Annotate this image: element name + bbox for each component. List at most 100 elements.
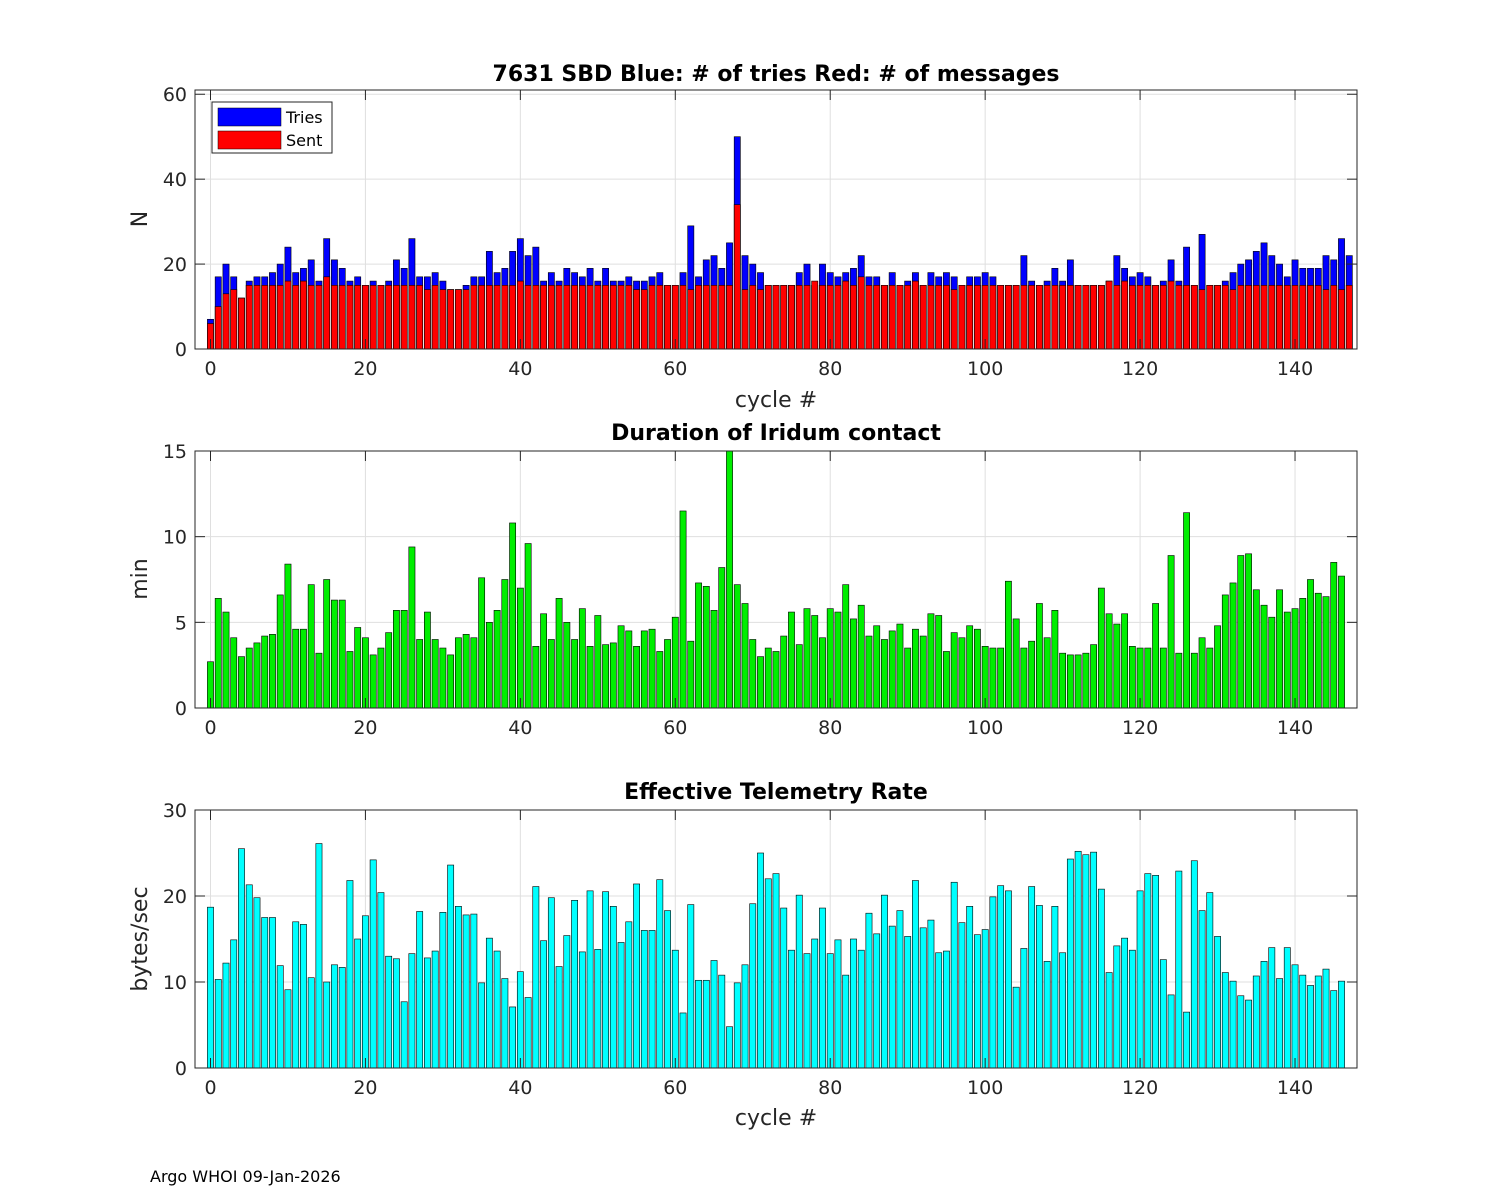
x-tick-label: 40	[508, 358, 532, 380]
chart-title: 7631 SBD Blue: # of tries Red: # of mess…	[493, 62, 1060, 87]
bar-sent-116	[1105, 280, 1113, 350]
bar-duration-21	[369, 654, 377, 709]
bar-duration-111	[1066, 654, 1074, 709]
bar-duration-15	[323, 579, 331, 709]
bar-duration-58	[656, 651, 664, 709]
y-axis-label: min	[128, 558, 153, 600]
bar-duration-42	[532, 646, 540, 709]
bar-duration-134	[1245, 553, 1252, 709]
bar-sent-75	[788, 285, 795, 350]
bar-sent-99	[974, 285, 981, 350]
bar-duration-34	[470, 637, 478, 709]
bar-rate-15	[323, 981, 331, 1069]
bar-sent-125	[1175, 285, 1183, 350]
bar-duration-127	[1190, 652, 1198, 709]
y-tick-label: 0	[175, 698, 187, 720]
bar-duration-122	[1152, 603, 1159, 709]
bar-rate-75	[788, 949, 795, 1069]
bar-duration-135	[1252, 589, 1260, 709]
chart-title: Duration of Iridum contact	[611, 421, 941, 446]
bar-sent-108	[1043, 285, 1051, 350]
bar-rate-106	[1028, 886, 1036, 1069]
y-tick-label: 20	[163, 886, 187, 908]
bar-duration-145	[1330, 562, 1338, 709]
bar-rate-126	[1183, 1011, 1190, 1069]
bar-rate-59	[664, 910, 671, 1069]
bar-duration-51	[602, 644, 609, 709]
bar-rate-87	[881, 894, 888, 1069]
bar-rate-55	[633, 883, 640, 1069]
bar-duration-119	[1128, 646, 1136, 709]
bar-duration-7	[261, 635, 269, 709]
bar-rate-37	[493, 950, 501, 1069]
bar-sent-27	[416, 285, 424, 350]
footer-credit: Argo WHOI 09-Jan-2026	[150, 1167, 341, 1186]
bar-rate-145	[1330, 990, 1338, 1069]
bar-duration-128	[1198, 637, 1206, 709]
bar-rate-88	[888, 925, 896, 1069]
axes-frame	[194, 89, 1358, 350]
bar-duration-9	[276, 594, 284, 709]
bar-duration-105	[1020, 647, 1028, 709]
bar-sent-49	[586, 285, 594, 350]
bar-duration-22	[377, 647, 385, 709]
bar-duration-29	[431, 639, 439, 709]
bar-duration-62	[687, 640, 695, 709]
bar-rate-85	[865, 912, 873, 1069]
y-tick-label: 0	[175, 339, 187, 361]
y-tick-label: 40	[163, 169, 187, 191]
bar-rate-0	[207, 906, 214, 1069]
bar-duration-43	[540, 613, 547, 709]
bar-rate-60	[671, 949, 679, 1069]
x-tick-label: 140	[1277, 358, 1313, 380]
bar-rate-72	[764, 878, 772, 1069]
bar-duration-107	[1035, 603, 1043, 709]
bar-rate-66	[718, 974, 726, 1069]
bar-duration-90	[904, 647, 912, 709]
bar-rate-27	[416, 911, 424, 1069]
y-tick-label: 0	[175, 1058, 187, 1080]
bar-duration-92	[919, 635, 927, 709]
bar-sent-24	[393, 285, 400, 350]
bar-sent-36	[485, 285, 493, 350]
bar-sent-42	[532, 285, 540, 350]
bar-rate-1	[214, 979, 222, 1069]
bar-sent-4	[238, 297, 245, 350]
bar-group	[207, 843, 1345, 1069]
bar-sent-107	[1035, 285, 1043, 350]
bar-rate-2	[222, 962, 230, 1069]
bar-rate-135	[1252, 975, 1260, 1069]
bar-rate-89	[896, 910, 904, 1069]
x-tick-label: 40	[508, 717, 532, 739]
bar-rate-138	[1276, 978, 1283, 1069]
bar-rate-51	[602, 891, 609, 1069]
bar-sent-28	[423, 289, 431, 350]
bar-duration-74	[780, 635, 788, 709]
bar-sent-72	[764, 285, 772, 350]
bar-duration-117	[1113, 623, 1121, 709]
bar-sent-92	[919, 285, 927, 350]
bar-sent-52	[609, 285, 617, 350]
bar-duration-108	[1043, 637, 1051, 709]
bar-duration-24	[393, 610, 400, 709]
bar-sent-2	[222, 293, 230, 350]
bar-sent-57	[648, 285, 656, 350]
bar-sent-63	[695, 285, 702, 350]
bar-sent-76	[795, 285, 803, 350]
bar-duration-84	[857, 604, 865, 709]
bar-sent-131	[1221, 285, 1229, 350]
bar-duration-26	[408, 546, 416, 709]
bar-sent-30	[439, 289, 447, 350]
bar-duration-137	[1268, 616, 1276, 709]
bar-sent-145	[1330, 285, 1338, 350]
bar-rate-82	[842, 974, 850, 1069]
bar-duration-112	[1074, 654, 1082, 709]
y-tick-label: 10	[163, 972, 187, 994]
bar-rate-46	[563, 935, 571, 1069]
bar-duration-35	[478, 577, 486, 709]
bar-rate-17	[338, 967, 346, 1069]
bar-duration-86	[873, 625, 881, 709]
bar-rate-35	[478, 982, 486, 1069]
bar-sent-143	[1314, 285, 1322, 350]
bar-sent-25	[400, 285, 408, 350]
